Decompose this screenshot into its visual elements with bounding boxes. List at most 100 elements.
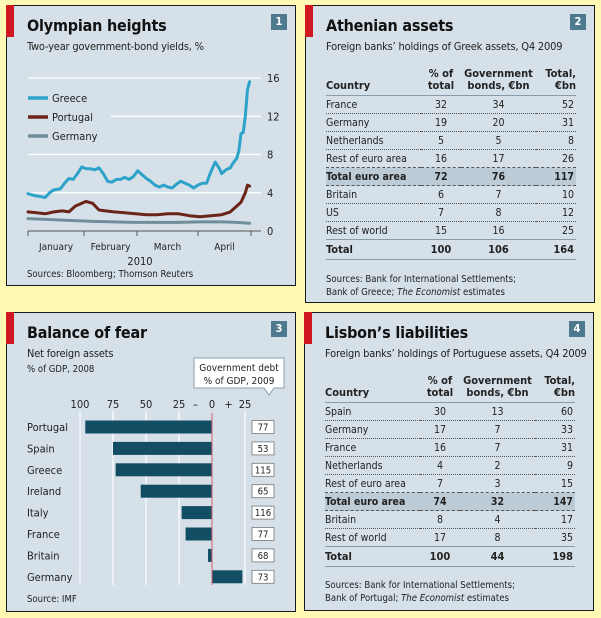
row-label: Netherlands [325,456,420,475]
cell-value: 117 [536,167,576,186]
category-label: France [27,528,60,541]
table-row: Rest of world 15 16 25 [326,221,576,240]
line-chart: 0 4 8 12 16 January February March April 2010 Gree… [26,72,280,266]
series-line-greece [26,80,252,199]
debt-value: 53 [258,444,269,455]
cell-value: 12 [536,203,576,222]
row-label: France [325,438,420,457]
cell-value: 8 [420,510,460,529]
row-label: Britain [325,510,420,529]
category-label: Ireland [27,485,61,498]
legend-label-greece: Greece [52,92,87,105]
cell-value: 7 [460,420,535,439]
category-label: Portugal [27,421,68,434]
cell-value: 17 [461,149,536,168]
cell-value: 17 [420,420,460,439]
cell-value: 100 [421,239,461,260]
cell-value: 17 [420,528,460,547]
row-label: Germany [325,420,420,439]
cell-value: 164 [536,239,576,260]
cell-value: 26 [536,149,576,168]
bar-germany [212,570,243,584]
row-label: Germany [326,113,421,132]
chart-title: Olympian heights [27,16,167,35]
bar-britain [208,548,212,562]
cell-value: 4 [420,456,460,475]
table-source: Sources: Bank for International Settleme… [326,273,516,299]
cell-value: 7 [461,185,536,204]
chart-title: Athenian assets [326,16,454,35]
chart-title: Lisbon’s liabilities [325,323,468,342]
debt-value-box [251,484,275,499]
debt-value-box [251,420,275,434]
category-label: Germany [27,571,73,584]
bar-ireland [140,484,212,498]
cell-value: 25 [536,221,576,240]
cell-value: 198 [535,546,575,567]
table-row: Britain 8 4 17 [325,510,575,529]
source-line-2: Bank of Portugal; The Economist estimate… [325,592,515,605]
debt-callout: Government debt % of GDP, 2009 [193,357,285,396]
debt-value: 77 [258,423,269,434]
chart-number-badge: 3 [271,321,287,337]
cell-value: 15 [421,221,461,240]
panel-athenian-assets: 2 Athenian assets Foreign banks’ holding… [305,5,595,303]
cell-value: 9 [535,456,575,475]
table-row: Total euro area 72 76 117 [326,167,576,186]
table-row: Rest of world 17 8 35 [325,528,575,547]
x-tick-label: April [214,242,235,253]
series-line-portugal [26,183,252,219]
cell-value: 30 [420,402,460,421]
source-text: Bank of Portugal; [325,593,402,604]
callout-box [193,357,285,396]
x-axis-label: 2010 [127,255,152,266]
table-row: Total 100 106 164 [326,239,576,260]
x-tick-label: 0 [209,398,215,411]
cell-value: 7 [421,203,461,222]
column-header: Total, €bn [536,68,576,96]
cell-value: 17 [535,510,575,529]
cell-value: 44 [460,546,535,567]
debt-value-box [251,462,275,477]
debt-value: 115 [255,465,271,476]
cell-value: 147 [535,492,575,511]
table-row: Total 100 44 198 [325,546,575,567]
red-tab-marker [304,312,312,344]
y-tick-label: 16 [267,72,280,85]
bar-italy [181,506,212,520]
callout-line-1: Government debt [199,363,279,374]
chart-subtitle: Foreign banks’ holdings of Greek assets,… [326,40,563,53]
greek-assets-table: Country% of total Government bonds, €bn Tota… [326,68,576,260]
chart-source: Source: IMF [27,594,77,605]
table-source: Sources: Bank for International Settleme… [325,579,515,605]
chart-number-badge: 2 [570,14,586,30]
x-tick-label: March [154,242,181,253]
column-header: Government bonds, €bn [460,375,535,403]
debt-value-box [251,569,275,584]
row-label: France [326,95,421,114]
cell-value: 8 [536,131,576,150]
row-label: Total euro area [326,167,421,186]
bar-france [185,527,212,541]
cell-value: 32 [460,492,535,511]
bar-greece [115,463,212,477]
column-header: Government bonds, €bn [461,68,536,96]
debt-value: 116 [255,508,271,519]
source-line-2: Bank of Greece; The Economist estimates [326,286,516,299]
row-label: Rest of world [325,528,420,547]
source-publication: The Economist [397,287,461,298]
row-label: Rest of euro area [325,474,420,493]
debt-value: 68 [258,551,269,562]
cell-value: 34 [461,95,536,114]
cell-value: 16 [461,221,536,240]
bar-spain [113,441,212,455]
cell-value: 4 [460,510,535,529]
chart-subtitle: Foreign banks’ holdings of Portuguese as… [325,347,587,360]
legend-label-germany: Germany [52,130,98,143]
table-header-row: Country% of total Government bonds, €bn Tota… [325,375,575,403]
legend-label-portugal: Portugal [52,111,93,124]
column-header: % of total [420,375,460,403]
category-label: Britain [27,549,60,562]
cell-value: 32 [421,95,461,114]
cell-value: 13 [460,402,535,421]
